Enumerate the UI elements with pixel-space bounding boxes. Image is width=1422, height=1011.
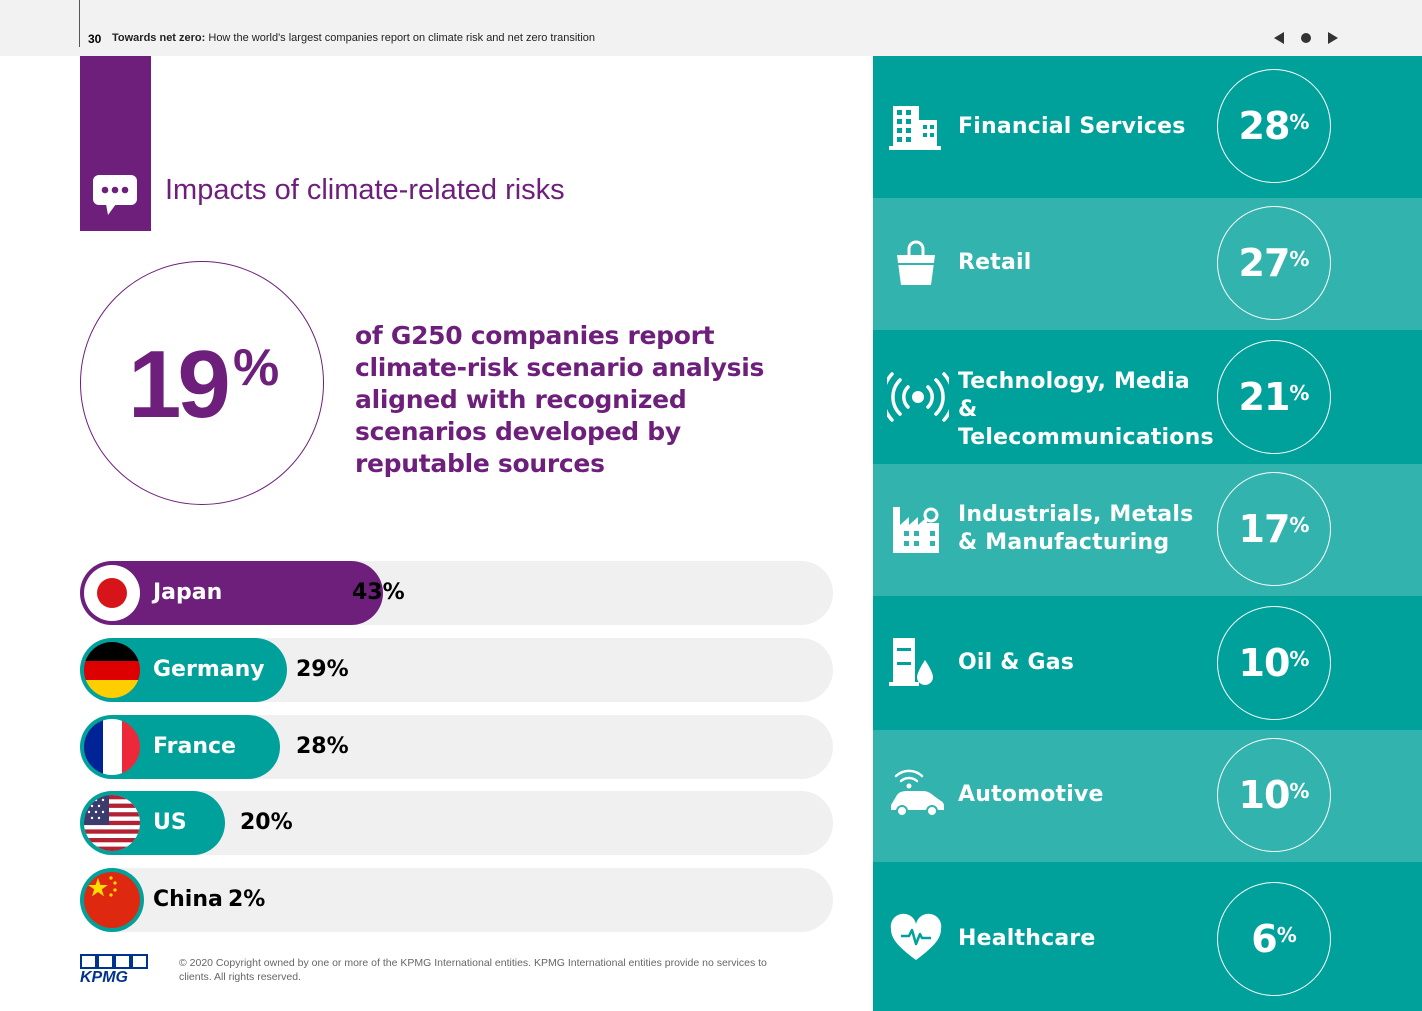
- kpmg-logo: KPMG: [80, 954, 150, 986]
- oil-gas-icon: [887, 634, 945, 692]
- shopping-bag-icon: [887, 235, 945, 293]
- factory-icon: [887, 501, 945, 559]
- bar-value: 28%: [296, 734, 349, 759]
- sector-label: Technology, Media & Telecommunications: [958, 369, 1214, 450]
- sector-percentage: 27%: [1238, 241, 1310, 285]
- bar-label: US: [153, 810, 187, 835]
- speech-bubble-icon: [92, 174, 138, 216]
- sector-row-retail: Retail 27%: [873, 198, 1422, 330]
- bar-track: [80, 868, 833, 932]
- section-title: Impacts of climate-related risks: [165, 174, 565, 206]
- sector-row-technology-media-telecommunications: Technology, Media & Telecommunications 2…: [873, 330, 1422, 464]
- bar-value: 20%: [240, 810, 293, 835]
- headline-ring: [80, 261, 324, 505]
- report-title-bold: Towards net zero:: [112, 32, 206, 44]
- sector-row-oil-gas: Oil & Gas 10%: [873, 596, 1422, 730]
- sector-label: Oil & Gas: [958, 650, 1075, 675]
- sector-percentage: 21%: [1238, 375, 1310, 419]
- sector-percentage: 28%: [1238, 104, 1310, 148]
- bar-value: 43%: [352, 580, 405, 605]
- bar-label: Japan: [153, 580, 223, 605]
- next-icon[interactable]: [1324, 29, 1342, 47]
- germany-flag-icon: [84, 642, 140, 698]
- report-title: Towards net zero: How the world's larges…: [112, 32, 595, 44]
- headline-value: 19: [128, 331, 231, 438]
- headline-unit: %: [233, 339, 280, 397]
- prev-icon[interactable]: [1270, 29, 1288, 47]
- building-icon: [887, 98, 945, 156]
- bar-value: 29%: [296, 657, 349, 682]
- bar-label: China: [153, 887, 223, 912]
- sector-ring: [1217, 606, 1331, 720]
- us-flag-icon: [84, 795, 140, 851]
- copyright-notice: © 2020 Copyright owned by one or more of…: [179, 957, 767, 983]
- sector-label: Industrials, Metals & Manufacturing: [958, 502, 1194, 555]
- report-title-rest: How the world's largest companies report…: [205, 32, 596, 44]
- sector-ring: [1217, 882, 1331, 996]
- sector-ring: [1217, 738, 1331, 852]
- sector-label: Financial Services: [958, 114, 1186, 139]
- home-icon[interactable]: [1297, 29, 1315, 47]
- headline-description: of G250 companies report climate-risk sc…: [355, 321, 765, 478]
- sector-label: Automotive: [958, 782, 1104, 807]
- china-flag-icon: [84, 872, 140, 928]
- sector-ring: [1217, 472, 1331, 586]
- japan-flag-icon: [84, 565, 140, 621]
- bar-value: 2%: [228, 887, 266, 912]
- sector-ring: [1217, 206, 1331, 320]
- connected-car-icon: [887, 767, 945, 825]
- broadcast-icon: [881, 368, 955, 426]
- divider: [79, 0, 80, 47]
- sector-label: Healthcare: [958, 926, 1096, 951]
- sector-label: Retail: [958, 250, 1032, 275]
- bar-label: Germany: [153, 657, 265, 682]
- sector-row-financial-services: Financial Services 28%: [873, 56, 1422, 198]
- sector-percentage: 17%: [1238, 507, 1310, 551]
- sector-percentage: 6%: [1251, 917, 1297, 961]
- sector-row-industrials-metals-manufacturing: Industrials, Metals & Manufacturing 17%: [873, 464, 1422, 596]
- france-flag-icon: [84, 719, 140, 775]
- sector-ring: [1217, 69, 1331, 183]
- page-number: 30: [88, 32, 102, 46]
- heart-icon: [887, 910, 945, 968]
- sector-row-healthcare: Healthcare 6%: [873, 862, 1422, 1011]
- sector-percentage: 10%: [1238, 773, 1310, 817]
- bar-label: France: [153, 734, 236, 759]
- svg-text:KPMG: KPMG: [80, 969, 128, 984]
- top-bar: 30 Towards net zero: How the world's lar…: [0, 0, 1422, 56]
- sector-row-automotive: Automotive 10%: [873, 730, 1422, 862]
- sector-percentage: 10%: [1238, 641, 1310, 685]
- sector-ring: [1217, 340, 1331, 454]
